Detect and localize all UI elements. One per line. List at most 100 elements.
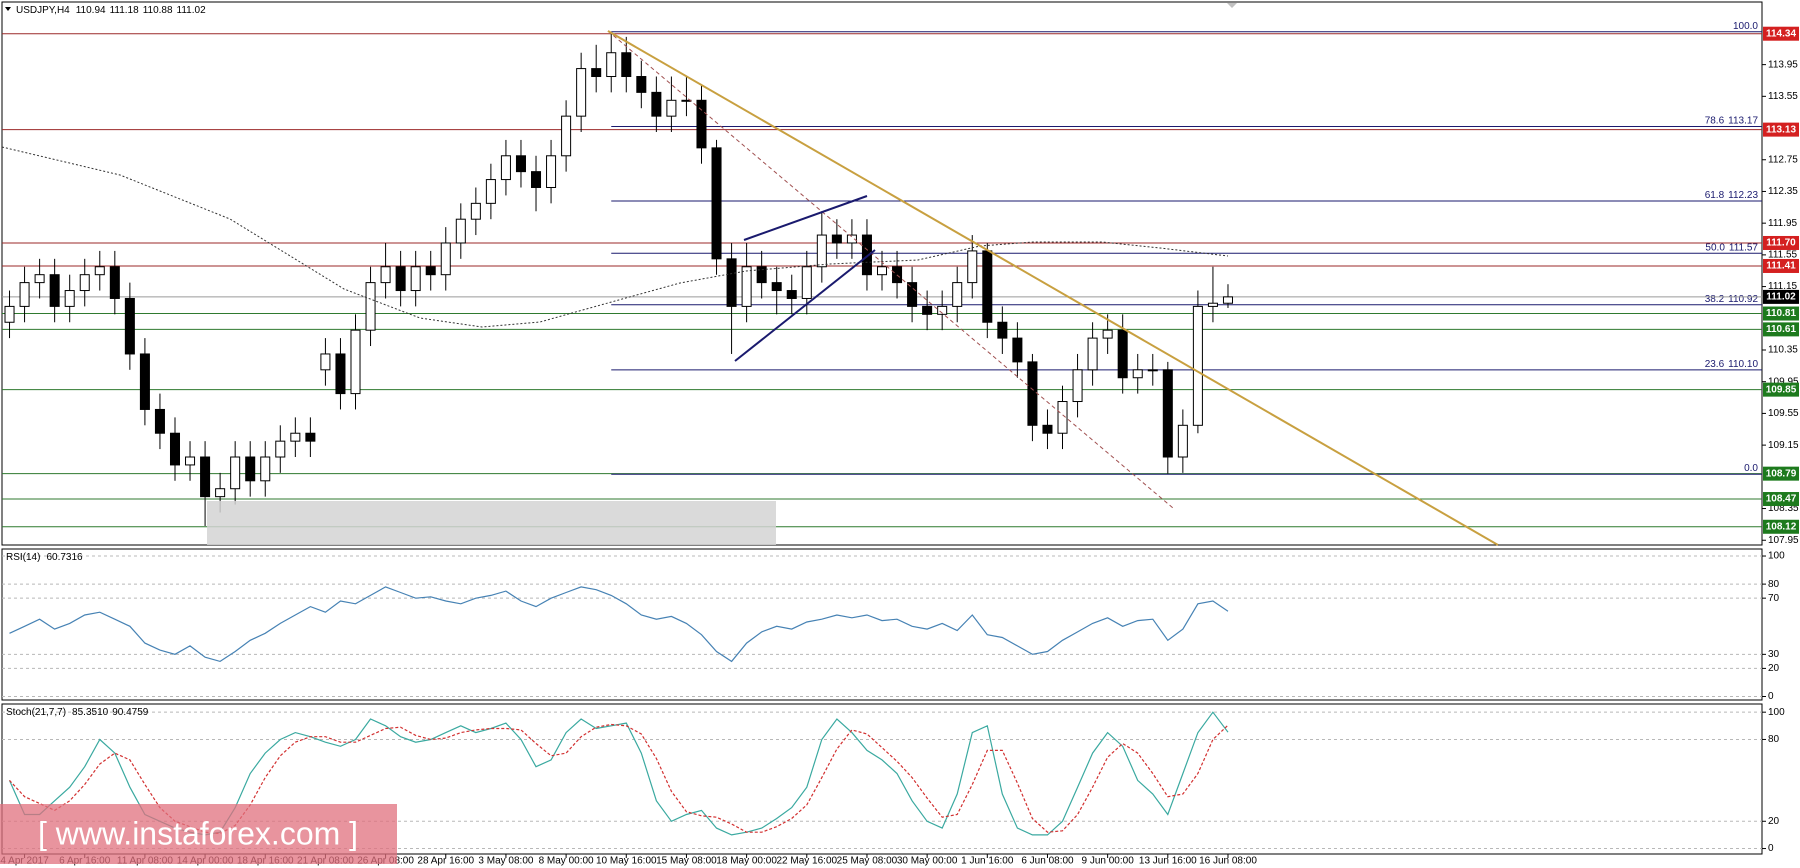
x-tick-label: 10 May 16:00 (596, 856, 657, 867)
shift-marker (1227, 3, 1237, 8)
candle-body (576, 68, 587, 117)
candle-body (515, 155, 526, 173)
y-tick-label: 112.35 (1768, 186, 1798, 197)
x-tick-label: 18 May 00:00 (716, 856, 777, 867)
candle-body (79, 274, 90, 292)
resistance-label: 111.41 (1766, 261, 1796, 272)
price-pane (1, 1, 1763, 546)
candle-body (94, 266, 105, 276)
candle-body (410, 266, 421, 292)
fib-price: 113.17 (1728, 115, 1758, 126)
support-label: 108.12 (1766, 521, 1797, 532)
candle-body (922, 305, 933, 315)
candle-body (876, 266, 888, 276)
candle-body (997, 321, 1008, 339)
candle-body (260, 456, 271, 482)
fib-ratio: 100.0 (1733, 20, 1758, 31)
y-tick-label: 30 (1768, 649, 1780, 660)
fib-label: 23.6 110.10 (1705, 358, 1759, 369)
candle-body (801, 266, 812, 299)
x-tick-label: 30 May 00:00 (897, 856, 958, 867)
candle-body (937, 305, 948, 315)
candle-body (275, 440, 286, 458)
candle-body (350, 329, 361, 395)
y-tick-label: 109.95 (1768, 376, 1799, 387)
demand-zone (207, 501, 776, 545)
candle-body (1072, 369, 1083, 403)
candle-body (305, 432, 316, 442)
x-tick-label: 6 Jun 08:00 (1021, 856, 1074, 867)
rsi-pane (1, 548, 1763, 701)
x-tick-label: 22 May 16:00 (776, 856, 837, 867)
candle-body (19, 282, 30, 307)
y-tick-label: 0 (1768, 691, 1774, 702)
candle-body (1192, 305, 1203, 426)
candle-body (425, 266, 436, 276)
candle-body (64, 290, 75, 307)
y-tick-label: 113.95 (1768, 59, 1798, 70)
x-tick-label: 13 Jun 16:00 (1139, 856, 1197, 867)
candle-body (34, 274, 45, 284)
support-label: 110.61 (1766, 324, 1796, 335)
candle-body (1042, 424, 1053, 434)
fib-label: 50.0 111.57 (1705, 242, 1758, 253)
candle-body (335, 353, 346, 395)
support-label: 109.85 (1766, 384, 1797, 395)
fib-ratio: 38.2 (1705, 293, 1725, 304)
fib-ratio: 50.0 (1705, 242, 1725, 253)
candle-body (1162, 369, 1173, 458)
pane-title: RSI(14) (6, 552, 40, 563)
candle-body (1117, 329, 1128, 379)
candle-body (1147, 369, 1158, 372)
support-label-box (1763, 382, 1799, 397)
candle-body (786, 290, 797, 299)
candle-body (831, 234, 842, 244)
y-tick-label: 80 (1768, 734, 1780, 745)
fib-label: 100.0 (1733, 20, 1758, 31)
symbol-marker (5, 7, 11, 11)
candle-body (666, 99, 677, 117)
candle-body (1012, 337, 1023, 363)
candle-body (591, 68, 602, 78)
y-tick-label: 109.55 (1768, 408, 1799, 419)
candle-body (621, 52, 632, 78)
resistance-label: 111.70 (1766, 238, 1796, 249)
wedge-upper (743, 195, 868, 241)
x-tick-label: 9 Jun 00:00 (1082, 856, 1135, 867)
support-label-box (1763, 519, 1799, 534)
candle-body (320, 353, 331, 371)
candle-body (245, 456, 256, 482)
x-tick-label: 3 May 08:00 (478, 856, 533, 867)
current-price-box (1763, 289, 1799, 304)
y-tick-label: 111.95 (1768, 218, 1798, 229)
y-tick-label: 100 (1768, 707, 1785, 718)
candle-body (531, 171, 542, 188)
readout-value: 85.3510 (72, 707, 109, 718)
pane-header: Stoch(21,7,7) 85.3510 90.4759 (6, 707, 149, 718)
fib-ratio: 78.6 (1705, 115, 1725, 126)
pane-header: RSI(14) 60.7316 (6, 552, 83, 563)
candle-body (230, 456, 241, 490)
candle-body (109, 266, 120, 299)
trend-line (607, 30, 1499, 546)
candle-body (49, 274, 60, 307)
fib-label: 38.2 110.92 (1705, 293, 1759, 304)
y-tick-label: 109.15 (1768, 440, 1799, 451)
candle-body (546, 155, 557, 188)
pane-title: Stoch(21,7,7) (6, 707, 66, 718)
support-label: 108.79 (1766, 468, 1797, 479)
y-tick-label: 110.35 (1768, 345, 1798, 356)
y-tick-label: 111.55 (1768, 250, 1798, 261)
candle-body (1087, 337, 1098, 371)
y-tick-label: 80 (1768, 579, 1780, 590)
y-tick-label: 112.75 (1768, 154, 1798, 165)
swing-line (607, 30, 1174, 509)
candle-body (290, 432, 301, 442)
candle-body (485, 179, 496, 204)
resistance-label-box (1763, 26, 1799, 41)
candle-body (741, 266, 752, 307)
candle-body (1177, 424, 1188, 458)
candle-body (1222, 296, 1233, 304)
